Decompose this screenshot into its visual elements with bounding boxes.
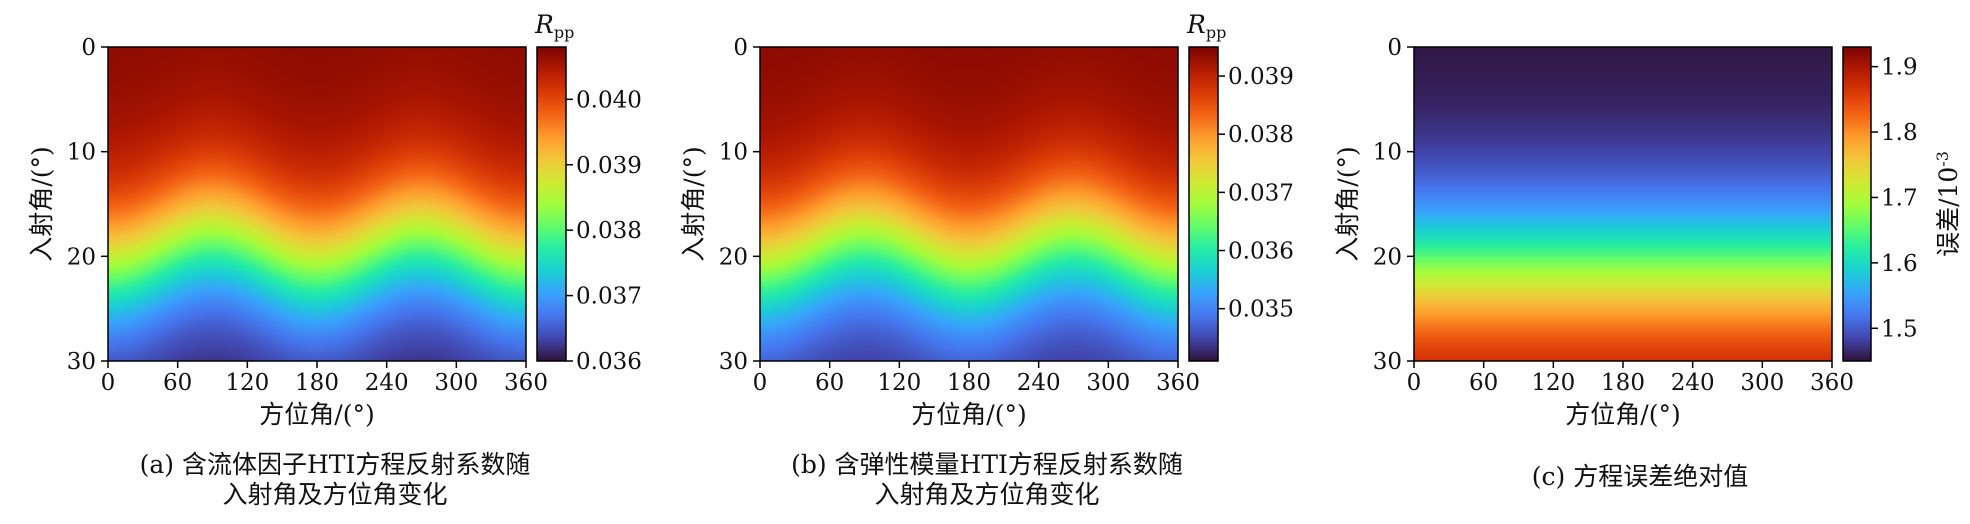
x-tick-label: 60: [815, 370, 844, 396]
colorbar-tick-label: 1.6: [1881, 251, 1918, 277]
colorbar-tick-label: 0.040: [576, 87, 642, 113]
x-tick-label: 360: [1810, 370, 1854, 396]
caption-line: (a) 含流体因子HTI方程反射系数随: [140, 450, 531, 479]
colorbar-tick-label: 0.037: [576, 284, 642, 310]
x-tick-label: 300: [1086, 370, 1130, 396]
x-tick-label: 0: [753, 370, 768, 396]
x-tick-label: 360: [1156, 370, 1200, 396]
y-tick-label: 20: [1373, 244, 1402, 270]
colorbar: [1842, 46, 1872, 362]
caption-line: (b) 含弹性模量HTI方程反射系数随: [791, 450, 1183, 479]
x-axis-label: 方位角/(°): [259, 400, 374, 429]
colorbar-tick-label: 0.039: [576, 153, 642, 179]
y-tick-label: 10: [1373, 140, 1402, 166]
x-tick-label: 240: [1671, 370, 1715, 396]
x-tick-label: 180: [947, 370, 991, 396]
y-tick-label: 30: [67, 349, 96, 375]
x-tick-label: 240: [365, 370, 409, 396]
x-tick-label: 300: [434, 370, 478, 396]
x-tick-label: 360: [504, 370, 548, 396]
x-tick-label: 120: [877, 370, 921, 396]
x-tick-label: 300: [1740, 370, 1784, 396]
x-tick-label: 60: [1469, 370, 1498, 396]
x-tick-label: 60: [163, 370, 192, 396]
x-tick-label: 240: [1017, 370, 1061, 396]
colorbar-tick-label: 1.7: [1881, 185, 1918, 211]
panel-b: 0 60 120 180 240 300 360 0 10 20 30 方位角/(°) 入射角/(°) 0…: [679, 10, 1294, 509]
colorbar-tick-label: 1.9: [1881, 55, 1918, 81]
caption-line: (c) 方程误差绝对值: [1532, 462, 1748, 491]
colorbar: [1188, 46, 1219, 362]
y-axis-label: 入射角/(°): [27, 146, 56, 261]
x-tick-label: 180: [1601, 370, 1645, 396]
colorbar-label: 误差/10-3: [1933, 151, 1963, 257]
colorbar-tick-label: 0.039: [1228, 64, 1294, 90]
y-axis-label: 入射角/(°): [679, 146, 708, 261]
colorbar-tick-label: 0.035: [1228, 297, 1294, 323]
y-tick-label: 20: [719, 244, 748, 270]
y-tick-label: 20: [67, 244, 96, 270]
y-axis-label: 入射角/(°): [1333, 146, 1362, 261]
y-tick-label: 30: [1373, 349, 1402, 375]
heatmap-image: [760, 47, 1178, 361]
panel-c: 0 60 120 180 240 300 360 0 10 20 30 方位角/(°) 入射角/(°) 1…: [1333, 35, 1963, 491]
x-axis-label: 方位角/(°): [911, 400, 1026, 429]
y-tick-label: 0: [1387, 35, 1402, 61]
x-tick-label: 120: [225, 370, 269, 396]
heatmap-image: [1414, 47, 1832, 361]
colorbar-tick-label: 0.037: [1228, 180, 1294, 206]
y-tick-label: 0: [81, 35, 96, 61]
x-tick-label: 120: [1531, 370, 1575, 396]
x-tick-label: 0: [101, 370, 116, 396]
colorbar: [536, 46, 567, 362]
y-tick-label: 10: [67, 140, 96, 166]
colorbar-label: Rpp: [534, 10, 574, 42]
colorbar-tick-label: 1.8: [1881, 120, 1918, 146]
y-tick-label: 0: [733, 35, 748, 61]
panel-a: 0 60 120 180 240 300 360 0 10 20 30 方位角/(°) 入射角/(°) 0…: [27, 10, 642, 509]
x-tick-label: 180: [295, 370, 339, 396]
colorbar-tick-label: 0.036: [1228, 239, 1294, 265]
colorbar-tick-label: 0.036: [576, 349, 642, 375]
colorbar-tick-label: 0.038: [576, 218, 642, 244]
x-axis-label: 方位角/(°): [1565, 400, 1680, 429]
caption-line: 入射角及方位角变化: [222, 480, 447, 509]
y-tick-label: 30: [719, 349, 748, 375]
heatmap-image: [108, 47, 526, 361]
colorbar-tick-label: 1.5: [1881, 316, 1918, 342]
x-tick-label: 0: [1407, 370, 1422, 396]
colorbar-tick-label: 0.038: [1228, 122, 1294, 148]
colorbar-label: Rpp: [1186, 10, 1226, 42]
caption-line: 入射角及方位角变化: [874, 480, 1099, 509]
y-tick-label: 10: [719, 140, 748, 166]
